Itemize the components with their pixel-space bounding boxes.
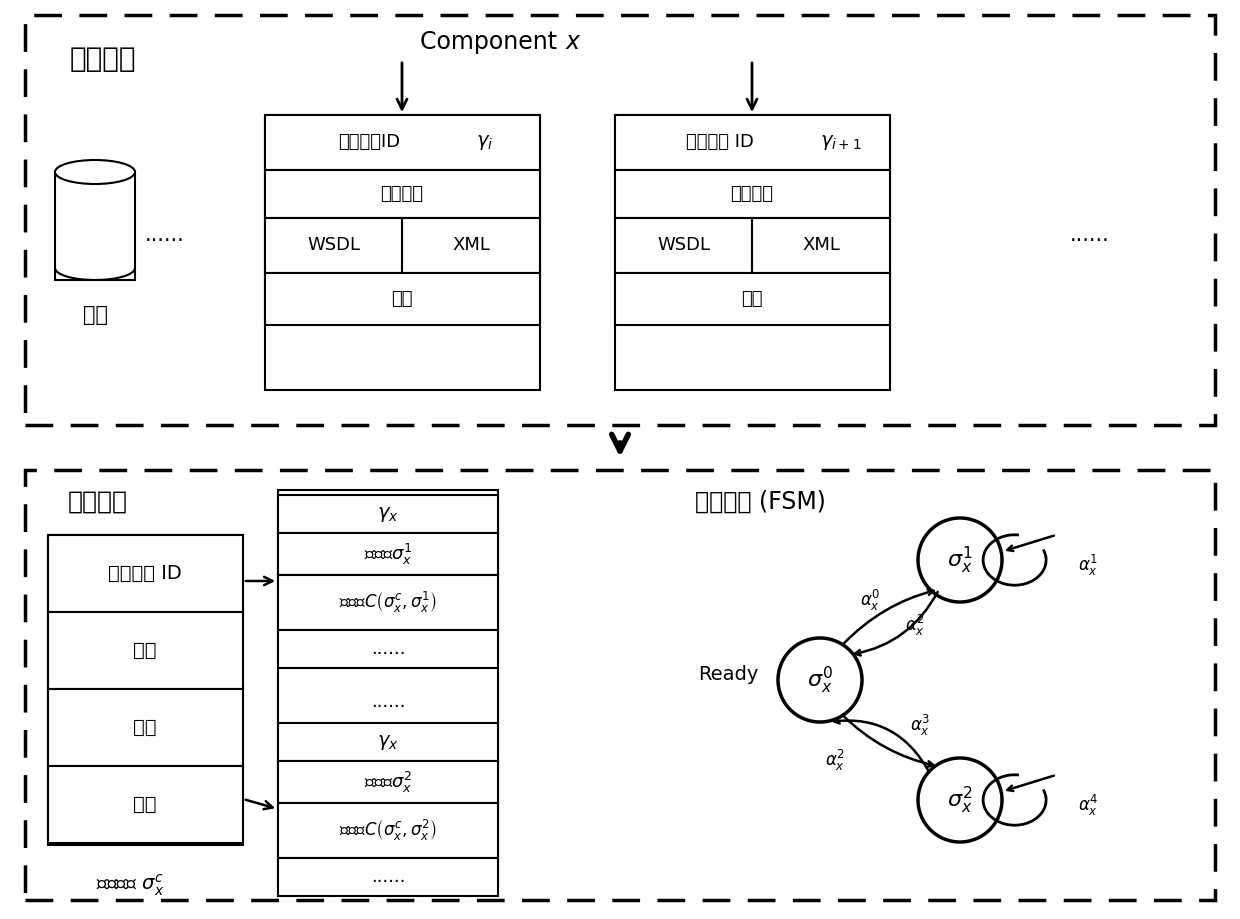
Text: 构件: 构件 [83,305,108,325]
Text: $\alpha_x^4$: $\alpha_x^4$ [1078,792,1099,818]
Text: 抽象服务 ID: 抽象服务 ID [108,563,182,583]
Bar [615,170,890,218]
Bar [265,170,539,218]
Bar [278,533,498,575]
Text: $\alpha_x^1$: $\alpha_x^1$ [1078,552,1097,577]
Bar [265,115,539,170]
Bar [615,273,890,325]
Bar [278,575,498,630]
Bar [48,535,243,612]
Text: 当前状态 $\sigma_x^c$: 当前状态 $\sigma_x^c$ [95,873,164,899]
Text: 抽象服务: 抽象服务 [69,45,136,73]
Text: $\sigma_x^0$: $\sigma_x^0$ [807,664,833,696]
Text: XML: XML [453,236,490,254]
Bar [48,689,243,766]
Text: WSDL: WSDL [308,236,361,254]
Text: $\gamma_x$: $\gamma_x$ [377,505,399,524]
Text: ......: ...... [371,640,405,658]
Bar [615,115,890,170]
Bar [278,630,498,668]
Text: $\gamma_x$: $\gamma_x$ [377,732,399,752]
Bar [278,858,498,896]
Bar [278,723,498,761]
Text: WSDL: WSDL [657,236,711,254]
Text: 状态模型 (FSM): 状态模型 (FSM) [694,490,826,514]
Bar [278,803,498,858]
Text: Component: Component [420,30,565,54]
Bar [265,115,539,390]
Bar [265,218,539,273]
Bar [48,766,243,843]
Text: $\alpha_x^3$: $\alpha_x^3$ [910,712,930,738]
Text: ......: ...... [145,225,185,245]
Bar [278,495,498,533]
Text: 具体服务: 具体服务 [68,490,128,514]
Text: $\gamma_{i+1}$: $\gamma_{i+1}$ [820,132,862,152]
Text: ......: ...... [371,868,405,886]
Text: 功能描述: 功能描述 [381,185,424,203]
Bar [48,612,243,689]
Text: $\alpha_x^2$: $\alpha_x^2$ [905,612,925,638]
Text: 状态: 状态 [133,718,156,736]
Text: $\gamma_i$: $\gamma_i$ [476,132,494,152]
Text: $\alpha_x^2$: $\alpha_x^2$ [825,747,844,773]
Bar [265,273,539,325]
Bar [615,218,890,273]
Bar [278,490,498,885]
Text: 代价：$C\left(\sigma_x^c,\sigma_x^1\right)$: 代价：$C\left(\sigma_x^c,\sigma_x^1\right)$ [340,589,436,615]
Bar [55,172,135,280]
Bar [278,761,498,803]
Text: 抽象服务 ID: 抽象服务 ID [686,133,754,151]
Text: $\sigma_x^1$: $\sigma_x^1$ [947,544,972,575]
Text: ......: ...... [1070,225,1110,245]
Text: $\alpha_x^0$: $\alpha_x^0$ [859,587,880,613]
Ellipse shape [55,160,135,184]
Bar [48,535,243,845]
Text: 代价：$C\left(\sigma_x^c,\sigma_x^2\right)$: 代价：$C\left(\sigma_x^c,\sigma_x^2\right)$ [340,817,436,843]
Text: 代价: 代价 [133,795,156,813]
Text: Ready: Ready [698,665,758,685]
Bar [25,15,1215,425]
Text: 抽象服务ID: 抽象服务ID [339,133,401,151]
Text: 属性: 属性 [133,641,156,660]
Text: 属性: 属性 [742,290,763,308]
Text: 状态：$\sigma_x^2$: 状态：$\sigma_x^2$ [363,769,412,795]
Text: $x$: $x$ [565,30,582,54]
Bar [615,115,890,390]
Text: ......: ...... [371,693,405,711]
Text: XML: XML [802,236,841,254]
Text: 状态：$\sigma_x^1$: 状态：$\sigma_x^1$ [363,541,412,566]
Text: $\sigma_x^2$: $\sigma_x^2$ [947,785,972,815]
Text: 属性: 属性 [392,290,413,308]
Bar [25,470,1215,900]
Text: 功能描述: 功能描述 [730,185,774,203]
